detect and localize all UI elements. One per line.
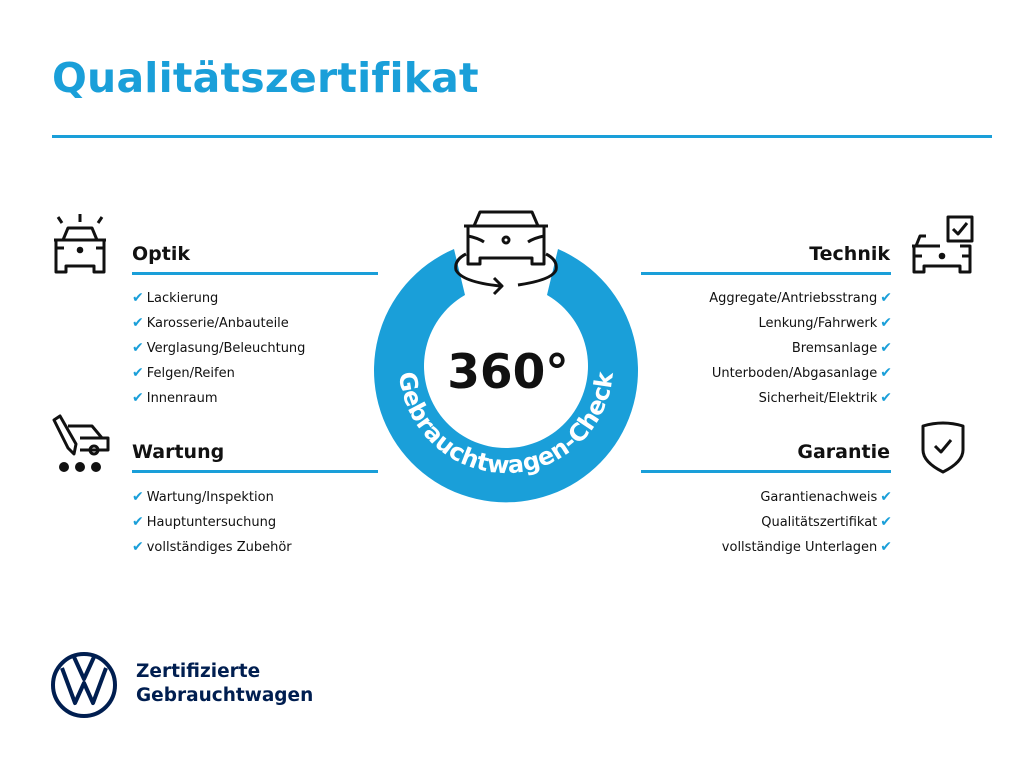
badge-value: 360°	[447, 345, 569, 400]
car-lights-icon	[54, 214, 106, 274]
service-car-icon	[52, 414, 110, 472]
list-item: ✔ Karosserie/Anbauteile	[132, 315, 289, 331]
list-item: Aggregate/Antriebsstrang ✔	[709, 290, 892, 306]
car-checkbox-icon	[912, 215, 974, 274]
list-item: Bremsanlage ✔	[791, 340, 892, 356]
list-item: ✔ Hauptuntersuchung	[132, 514, 277, 530]
check-icon: ✔	[880, 514, 892, 530]
check-icon: ✔	[132, 514, 144, 530]
list-item: ✔ vollständiges Zubehör	[132, 539, 292, 555]
list-item: Unterboden/Abgasanlage ✔	[711, 365, 892, 381]
technik-list: Aggregate/Antriebsstrang ✔ Lenkung/Fahrwe…	[709, 286, 892, 411]
check-icon: ✔	[880, 390, 892, 406]
check-icon: ✔	[132, 290, 144, 306]
footer-brand-text: Zertifizierte Gebrauchtwagen	[136, 661, 314, 706]
section-heading-garantie: Garantie	[797, 441, 890, 463]
badge-ring	[374, 249, 638, 503]
list-item: ✔ Innenraum	[132, 390, 218, 406]
section-divider	[132, 272, 378, 275]
check-icon: ✔	[132, 489, 144, 505]
check-icon: ✔	[132, 315, 144, 331]
list-item: vollständige Unterlagen ✔	[721, 539, 892, 555]
check-icon: ✔	[880, 489, 892, 505]
car-rotate-icon	[454, 210, 558, 296]
section-divider	[641, 470, 891, 473]
wartung-list: ✔ Wartung/Inspektion ✔ Hauptuntersuchung ✔…	[132, 485, 292, 560]
garantie-list: Garantienachweis ✔ Qualitätszertifikat ✔ v…	[722, 485, 892, 560]
list-item: Garantienachweis ✔	[760, 489, 892, 505]
list-item: ✔ Wartung/Inspektion	[132, 489, 274, 505]
list-item: Qualitätszertifikat ✔	[761, 514, 892, 530]
list-item: ✔ Verglasung/Beleuchtung	[132, 340, 306, 356]
section-divider	[132, 470, 378, 473]
list-item: ✔ Lackierung	[132, 290, 219, 306]
section-divider	[641, 272, 891, 275]
check-icon: ✔	[880, 290, 892, 306]
list-item: Lenkung/Fahrwerk ✔	[758, 315, 892, 331]
vw-logo	[51, 652, 117, 718]
check-icon: ✔	[132, 539, 144, 555]
check-icon: ✔	[880, 539, 892, 555]
check-icon: ✔	[880, 365, 892, 381]
check-icon: ✔	[880, 340, 892, 356]
shield-check-icon	[921, 421, 965, 474]
section-heading-optik: Optik	[132, 243, 190, 265]
360-check-badge: Gebrauchtwagen-Check 360°	[374, 210, 638, 503]
check-icon: ✔	[880, 315, 892, 331]
section-heading-technik: Technik	[809, 243, 890, 265]
check-icon: ✔	[132, 390, 144, 406]
title-divider	[52, 135, 992, 138]
optik-list: ✔ Lackierung ✔ Karosserie/Anbauteile ✔ Verg…	[132, 286, 305, 411]
list-item: ✔ Felgen/Reifen	[132, 365, 235, 381]
check-icon: ✔	[132, 340, 144, 356]
section-heading-wartung: Wartung	[132, 441, 225, 463]
page-title: Qualitätszertifikat	[52, 54, 479, 102]
list-item: Sicherheit/Elektrik ✔	[758, 390, 892, 406]
check-icon: ✔	[132, 365, 144, 381]
